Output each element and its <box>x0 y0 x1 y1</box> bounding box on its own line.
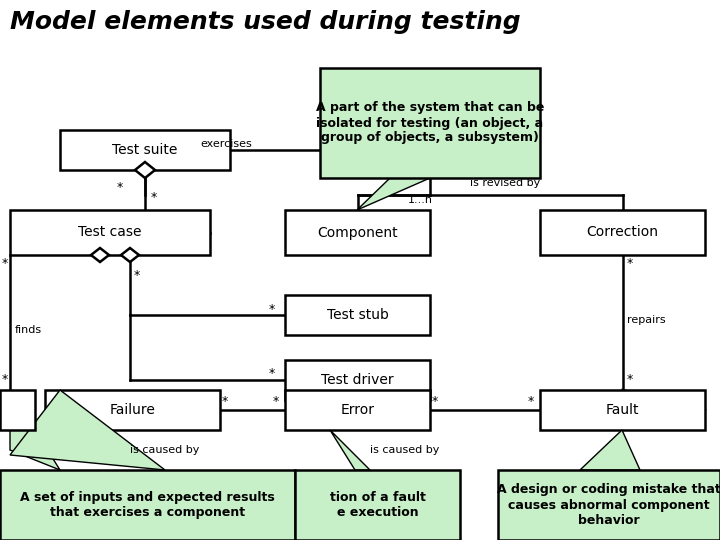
Text: tion of a fault
e execution: tion of a fault e execution <box>330 491 426 519</box>
Text: is caused by: is caused by <box>370 445 439 455</box>
Bar <box>285 390 430 430</box>
Polygon shape <box>10 390 165 470</box>
Text: *: * <box>134 268 140 281</box>
Bar <box>540 210 705 255</box>
Bar <box>540 390 705 430</box>
Text: Failure: Failure <box>109 403 156 417</box>
Text: is revised by: is revised by <box>470 178 540 188</box>
Text: finds: finds <box>15 325 42 335</box>
Bar <box>285 295 430 335</box>
Text: *: * <box>432 395 438 408</box>
Text: Test stub: Test stub <box>327 308 388 322</box>
Polygon shape <box>91 248 109 262</box>
Text: *: * <box>269 302 275 315</box>
Text: 1...n: 1...n <box>408 195 433 205</box>
Bar <box>498 470 720 540</box>
Text: A set of inputs and expected results
that exercises a component: A set of inputs and expected results tha… <box>20 491 275 519</box>
Text: Error: Error <box>341 403 374 417</box>
Text: Test driver: Test driver <box>321 373 394 387</box>
Text: *: * <box>2 256 8 269</box>
Bar <box>10 210 210 255</box>
Text: *: * <box>626 374 633 387</box>
Text: Test case: Test case <box>78 226 142 240</box>
Polygon shape <box>121 248 139 262</box>
Polygon shape <box>357 178 430 210</box>
Bar <box>320 68 540 178</box>
Text: *: * <box>273 395 279 408</box>
Text: *: * <box>151 192 157 205</box>
Text: *: * <box>626 256 633 269</box>
Text: Fault: Fault <box>606 403 639 417</box>
Text: *: * <box>222 395 228 408</box>
Text: *: * <box>117 181 123 194</box>
Text: *: * <box>528 395 534 408</box>
Bar <box>0 470 295 540</box>
Bar <box>295 470 460 540</box>
Bar <box>45 390 220 430</box>
Text: Model elements used during testing: Model elements used during testing <box>10 10 521 34</box>
Text: is caused by: is caused by <box>130 445 199 455</box>
Text: Test suite: Test suite <box>112 143 178 157</box>
Polygon shape <box>330 430 370 470</box>
Text: Correction: Correction <box>587 226 659 240</box>
Text: repairs: repairs <box>626 315 665 325</box>
Text: A part of the system that can be
isolated for testing (an object, a
group of obj: A part of the system that can be isolate… <box>316 102 544 145</box>
Polygon shape <box>135 162 155 178</box>
Text: Component: Component <box>318 226 398 240</box>
Polygon shape <box>580 430 640 470</box>
Polygon shape <box>10 390 60 470</box>
Bar <box>285 360 430 400</box>
Bar <box>0 390 35 430</box>
Text: A design or coding mistake that
causes abnormal component
behavior: A design or coding mistake that causes a… <box>497 483 720 526</box>
Bar <box>60 130 230 170</box>
Text: *: * <box>269 368 275 381</box>
Bar <box>285 210 430 255</box>
Text: exercises: exercises <box>200 139 252 149</box>
Text: *: * <box>2 374 8 387</box>
